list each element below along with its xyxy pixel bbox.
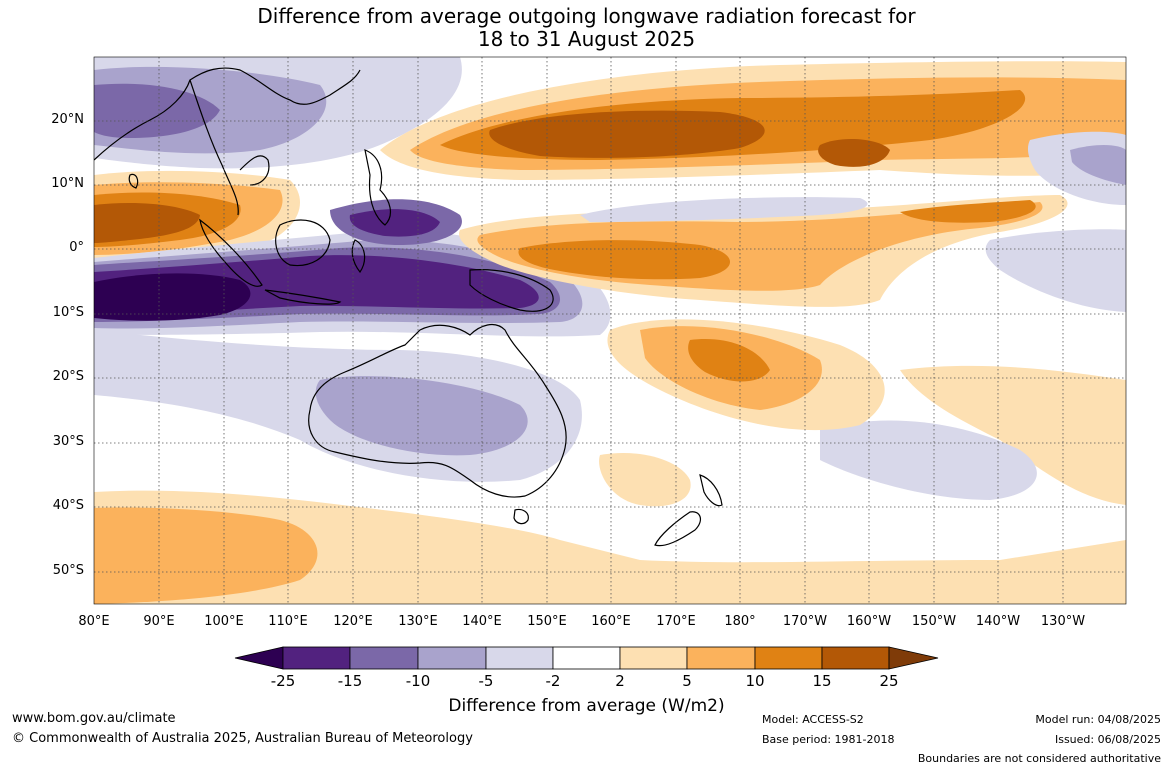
coastlines (94, 67, 723, 547)
footer-disclaimer: Boundaries are not considered authoritat… (917, 752, 1161, 765)
footer-url[interactable]: www.bom.gov.au/climate (12, 711, 176, 726)
latitude-label: 50°S (52, 563, 84, 578)
anomaly-region-hawaii-strong (818, 138, 890, 167)
colorbar-tick-label: -25 (270, 672, 296, 690)
longitude-label: 120°E (333, 614, 373, 629)
latitude-label: 20°N (51, 112, 84, 127)
colorbar-tick-label: -15 (337, 672, 363, 690)
footer-base-period: Base period: 1981-2018 (762, 733, 895, 746)
anomaly-region-southeast-pacific-light (900, 365, 1126, 505)
footer-model-run: Model run: 04/08/2025 (1035, 713, 1161, 726)
colorbar-bin (282, 646, 351, 670)
latitude-label: 0° (69, 240, 84, 255)
longitude-label: 180° (724, 614, 756, 629)
colorbar-under-arrow (234, 646, 284, 670)
longitude-label: 160°W (846, 614, 892, 629)
longitude-label: 160°E (591, 614, 631, 629)
new-guinea-coastline (469, 269, 554, 312)
anomaly-region-bay-of-bengal-very-strong (94, 203, 200, 243)
longitude-label: 150°E (527, 614, 567, 629)
map-title-line-1: Difference from average outgoing longwav… (257, 4, 916, 28)
longitude-label: 80°E (78, 614, 110, 629)
anomaly-region-australia-negative (315, 376, 528, 456)
colorbar-bin (686, 646, 756, 670)
anomaly-region-southern-indian-ocean (94, 507, 318, 604)
colorbar-tick-label: 25 (879, 672, 899, 690)
philippines-coastline (364, 149, 392, 226)
longitude-label: 170°E (656, 614, 696, 629)
anomaly-region-philippine-sea-strong (349, 209, 440, 237)
map-canvas (93, 56, 1127, 670)
sri-lanka-coastline (128, 173, 139, 189)
anomaly-region-south-china-sea-strong (94, 83, 220, 138)
colorbar-tick-label: 15 (812, 672, 832, 690)
colorbar-tick-label: 5 (682, 672, 692, 690)
latitude-label: 40°S (52, 498, 84, 513)
map-title-line-2: 18 to 31 August 2025 (477, 27, 696, 51)
colorbar-tick-label: 10 (745, 672, 765, 690)
anomaly-region-equatorial-pacific-strong (518, 240, 730, 280)
latitude-label: 30°S (52, 434, 84, 449)
footer-issued: Issued: 06/08/2025 (1054, 733, 1161, 746)
anomaly-region-central-pacific-negative (580, 197, 868, 222)
borneo-coastline (275, 219, 331, 267)
colorbar-bin (417, 646, 487, 670)
sulawesi-coastline (351, 239, 366, 274)
colorbar-tick-label: 2 (615, 672, 625, 690)
new-zealand-north-coastline (699, 474, 723, 507)
sumatra-coastline (199, 218, 263, 287)
anomaly-region-eastern-indian-ocean-extreme (94, 273, 251, 321)
colorbar-bin (485, 646, 554, 670)
colorbar-over-arrow (888, 646, 939, 670)
longitude-label: 140°W (975, 614, 1021, 629)
anomaly-region-northeast-pacific-medium-negative (1070, 145, 1126, 185)
longitude-label: 130°W (1040, 614, 1086, 629)
colorbar-bin (619, 646, 688, 670)
graticule (94, 57, 1126, 604)
anomaly-region-tasman-light (599, 452, 691, 507)
colorbar-bin (754, 646, 823, 670)
anomaly-field (94, 57, 1126, 604)
longitude-label: 130°E (398, 614, 438, 629)
footer-copyright: © Commonwealth of Australia 2025, Austra… (12, 731, 473, 746)
anomaly-region-north-pacific-very-strong (489, 110, 765, 158)
colorbar (234, 646, 939, 670)
colorbar-title: Difference from average (W/m2) (448, 696, 725, 716)
longitude-label: 90°E (143, 614, 175, 629)
latitude-label: 10°S (52, 305, 84, 320)
map-frame (93, 56, 1127, 605)
latitude-label: 20°S (52, 369, 84, 384)
longitude-label: 150°W (911, 614, 957, 629)
anomaly-region-spcz-strong (688, 339, 770, 382)
anomaly-region-south-central-pacific-negative (820, 420, 1037, 500)
longitude-label: 110°E (268, 614, 308, 629)
colorbar-bin (349, 646, 419, 670)
longitude-label: 140°E (462, 614, 502, 629)
anomaly-region-eastern-pacific-negative (985, 229, 1126, 312)
colorbar-bin (552, 646, 621, 670)
tasmania-coastline (513, 508, 529, 525)
latitude-label: 10°N (51, 176, 84, 191)
asia-mainland-coastline (94, 67, 361, 216)
longitude-label: 170°W (782, 614, 828, 629)
longitude-label: 100°E (204, 614, 244, 629)
colorbar-tick-label: -10 (405, 672, 431, 690)
anomaly-region-southern-ocean-light (94, 490, 1126, 604)
footer-model: Model: ACCESS-S2 (762, 713, 864, 726)
colorbar-bin (821, 646, 890, 670)
colorbar-tick-label: -2 (545, 672, 561, 690)
colorbar-tick-label: -5 (478, 672, 494, 690)
new-zealand-south-coastline (654, 511, 702, 547)
australia-coastline (308, 323, 567, 498)
